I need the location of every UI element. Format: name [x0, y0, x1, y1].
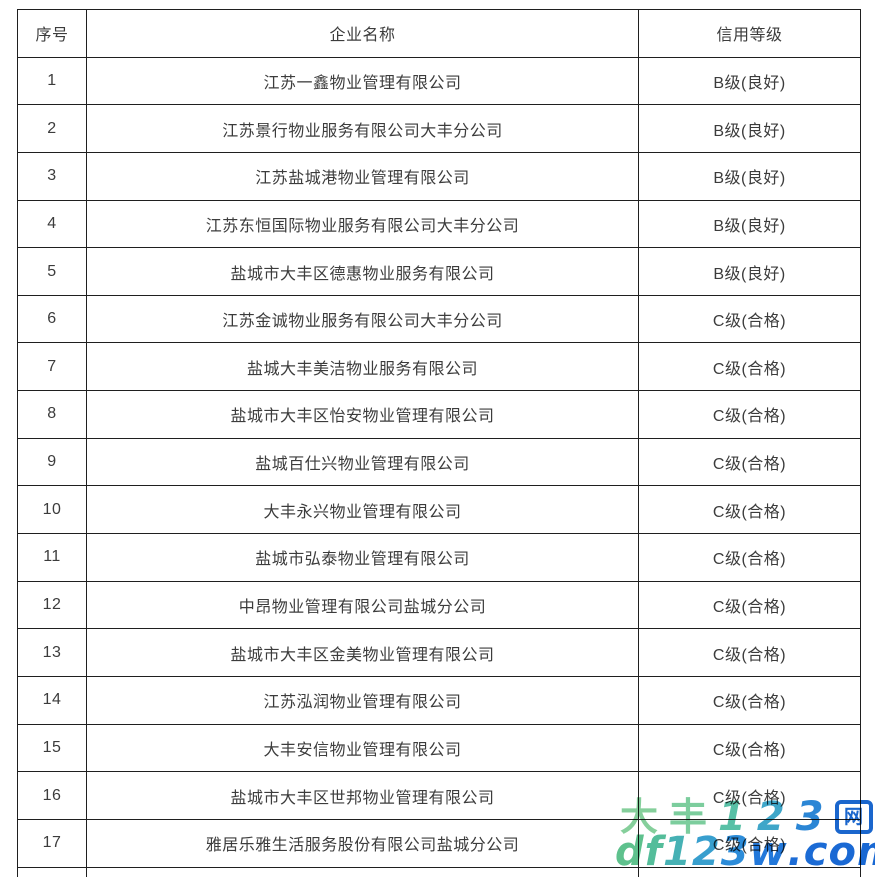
- company-name-cell: 盐城市大丰区金美物业管理有限公司: [86, 628, 639, 677]
- company-name-cell: 盐城市大丰区世邦物业管理有限公司: [86, 771, 639, 820]
- row-number-cell: 17: [17, 818, 87, 868]
- credit-rating-cell: C级(合格): [638, 533, 861, 582]
- credit-rating-cell: C级(合格): [638, 342, 861, 392]
- company-name-cell: 大丰安信物业管理有限公司: [86, 723, 639, 773]
- table-row: 9 盐城百仕兴物业管理有限公司 C级(合格): [17, 437, 861, 487]
- row-number-cell: 11: [17, 533, 87, 582]
- credit-rating-cell: C级(合格): [638, 818, 861, 868]
- table-row: 6 江苏金诚物业服务有限公司大丰分公司 C级(合格): [17, 294, 861, 344]
- table-body: 1 江苏一鑫物业管理有限公司 B级(良好) 2 江苏景行物业服务有限公司大丰分公司 B级(…: [17, 56, 861, 877]
- row-number-cell: 2: [17, 104, 87, 153]
- row-number-cell: 3: [17, 151, 87, 201]
- company-name-cell: 盐城市弘泰物业管理有限公司: [86, 533, 639, 582]
- company-name-cell: 盐城市大丰区怡安物业管理有限公司: [86, 390, 639, 439]
- table-row: 17 雅居乐雅生活服务股份有限公司盐城分公司 C级(合格): [17, 818, 861, 868]
- credit-rating-cell: B级(良好): [638, 199, 861, 249]
- credit-rating-cell: B级(良好): [638, 56, 861, 106]
- table-row: 12 中昂物业管理有限公司盐城分公司 C级(合格): [17, 580, 861, 630]
- row-number-cell: 1: [17, 56, 87, 106]
- table-row: 16 盐城市大丰区世邦物业管理有限公司 C级(合格): [17, 771, 861, 820]
- column-header-index: 序号: [17, 9, 87, 58]
- row-number-cell: 9: [17, 437, 87, 487]
- row-number-cell: 7: [17, 342, 87, 392]
- header-row: 序号 企业名称 信用等级: [17, 9, 861, 58]
- column-header-rating: 信用等级: [638, 9, 861, 58]
- credit-rating-cell: B级(良好): [638, 151, 861, 201]
- credit-rating-cell: C级(合格): [638, 628, 861, 677]
- company-name-cell: 大丰永兴物业管理有限公司: [86, 485, 639, 535]
- credit-rating-cell: C级(合格): [638, 294, 861, 344]
- credit-rating-cell: C级(合格): [638, 485, 861, 535]
- company-name-cell: 江苏泓润物业管理有限公司: [86, 675, 639, 725]
- row-number-cell: 6: [17, 294, 87, 344]
- company-name-cell: 雅居乐雅生活服务股份有限公司盐城分公司: [86, 818, 639, 868]
- credit-rating-cell: C级(合格): [638, 390, 861, 439]
- credit-rating-cell: C级(合格): [638, 580, 861, 630]
- row-number-cell: 13: [17, 628, 87, 677]
- credit-rating-cell: C级(合格): [638, 771, 861, 820]
- table-row: 14 江苏泓润物业管理有限公司 C级(合格): [17, 675, 861, 725]
- table-row: 15 大丰安信物业管理有限公司 C级(合格): [17, 723, 861, 773]
- company-name-cell: 江苏盐城港物业管理有限公司: [86, 151, 639, 201]
- row-number-cell: 4: [17, 199, 87, 249]
- company-name-cell: 江苏一鑫物业管理有限公司: [86, 56, 639, 106]
- table-row: 11 盐城市弘泰物业管理有限公司 C级(合格): [17, 533, 861, 582]
- credit-rating-cell: B级(良好): [638, 104, 861, 153]
- table-row: 1 江苏一鑫物业管理有限公司 B级(良好): [17, 56, 861, 106]
- row-number-cell: [17, 866, 87, 877]
- credit-rating-table: 序号 企业名称 信用等级 1 江苏一鑫物业管理有限公司 B级(良好) 2 江苏景行物业服…: [17, 9, 861, 877]
- company-name-cell: 中昂物业管理有限公司盐城分公司: [86, 580, 639, 630]
- table-row: 3 江苏盐城港物业管理有限公司 B级(良好): [17, 151, 861, 201]
- credit-rating-cell: C级(合格): [638, 723, 861, 773]
- row-number-cell: 5: [17, 247, 87, 296]
- row-number-cell: 16: [17, 771, 87, 820]
- credit-rating-cell: B级(良好): [638, 247, 861, 296]
- row-number-cell: 10: [17, 485, 87, 535]
- company-name-cell: 盐城百仕兴物业管理有限公司: [86, 437, 639, 487]
- row-number-cell: 12: [17, 580, 87, 630]
- company-name-cell: 江苏东恒国际物业服务有限公司大丰分公司: [86, 199, 639, 249]
- table-row: 10 大丰永兴物业管理有限公司 C级(合格): [17, 485, 861, 535]
- row-number-cell: 15: [17, 723, 87, 773]
- company-name-cell: 盐城市大丰区德惠物业服务有限公司: [86, 247, 639, 296]
- company-name-cell: 江苏金诚物业服务有限公司大丰分公司: [86, 294, 639, 344]
- table-row: 13 盐城市大丰区金美物业管理有限公司 C级(合格): [17, 628, 861, 677]
- row-number-cell: 8: [17, 390, 87, 439]
- table-row: 8 盐城市大丰区怡安物业管理有限公司 C级(合格): [17, 390, 861, 439]
- table-row: 5 盐城市大丰区德惠物业服务有限公司 B级(良好): [17, 247, 861, 296]
- company-name-cell: 盐城大丰美洁物业服务有限公司: [86, 342, 639, 392]
- company-name-cell: [86, 866, 639, 877]
- table-row: 2 江苏景行物业服务有限公司大丰分公司 B级(良好): [17, 104, 861, 153]
- row-number-cell: 14: [17, 675, 87, 725]
- credit-rating-cell: C级(合格): [638, 437, 861, 487]
- credit-rating-cell: [638, 866, 861, 877]
- table-row-partial: [17, 866, 861, 877]
- credit-rating-cell: C级(合格): [638, 675, 861, 725]
- company-name-cell: 江苏景行物业服务有限公司大丰分公司: [86, 104, 639, 153]
- table-row: 7 盐城大丰美洁物业服务有限公司 C级(合格): [17, 342, 861, 392]
- table-row: 4 江苏东恒国际物业服务有限公司大丰分公司 B级(良好): [17, 199, 861, 249]
- column-header-company: 企业名称: [86, 9, 639, 58]
